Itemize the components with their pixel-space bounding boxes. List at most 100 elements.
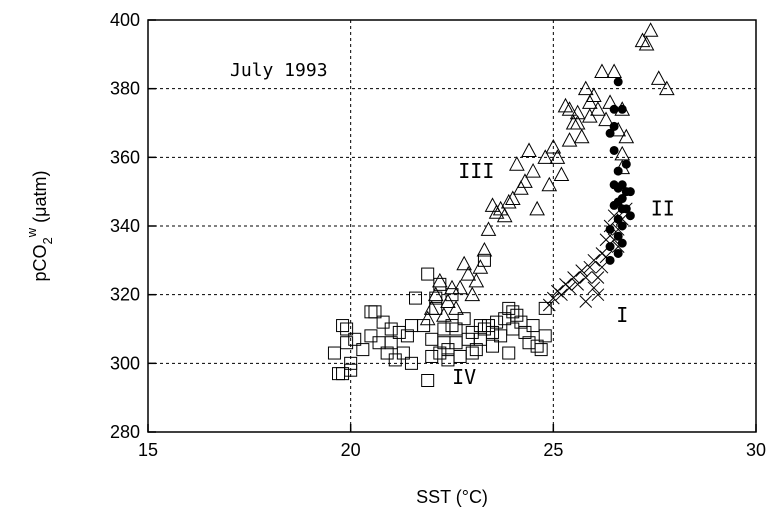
triangle-marker (569, 114, 586, 130)
triangle-marker (452, 279, 468, 295)
triangle-marker (509, 156, 525, 171)
triangle-marker (549, 149, 566, 164)
square-marker (409, 291, 423, 305)
square-marker (384, 322, 398, 336)
region-label: IV (452, 365, 476, 389)
cross-marker (546, 291, 560, 305)
triangle-marker (448, 300, 464, 315)
chart-title: July 1993 (230, 60, 328, 81)
triangle-marker (586, 87, 602, 103)
triangle-marker (423, 300, 440, 315)
square-marker (510, 308, 524, 322)
cross-marker (591, 288, 605, 302)
square-marker (425, 332, 439, 346)
grid-layer (148, 20, 756, 432)
triangle-marker (456, 255, 472, 271)
triangle-marker (472, 259, 489, 274)
square-marker (477, 322, 491, 336)
y-tick-label: 340 (110, 216, 140, 236)
square-marker (445, 319, 459, 333)
cross-marker (571, 278, 585, 291)
cross-marker (587, 253, 601, 267)
data-points (327, 22, 675, 387)
filled-circle-marker (609, 121, 619, 131)
square-marker (473, 319, 487, 333)
square-marker (380, 346, 394, 360)
square-marker (502, 346, 516, 360)
triangle-marker (642, 22, 659, 37)
triangle-marker (553, 166, 570, 181)
cross-marker (555, 288, 568, 302)
square-marker (340, 336, 354, 350)
y-axis-title: pCO2w (μatm) (24, 170, 55, 281)
y-axis-title-sub: 2 (40, 237, 55, 244)
square-marker (526, 319, 540, 333)
cross-marker (591, 271, 605, 284)
square-marker (392, 325, 406, 339)
region-label: I (616, 303, 628, 327)
y-axis-title-unit: (μatm) (30, 170, 50, 227)
triangle-marker (480, 221, 497, 236)
y-tick-label: 320 (110, 285, 140, 305)
y-tick-label: 400 (110, 10, 140, 30)
triangle-marker (598, 111, 614, 127)
triangle-marker (650, 70, 667, 85)
triangle-marker (577, 80, 594, 96)
square-marker (477, 253, 491, 267)
cross-marker (595, 260, 609, 274)
triangle-marker (581, 94, 598, 109)
square-marker (340, 322, 354, 336)
triangle-marker (594, 63, 610, 78)
square-marker (356, 343, 370, 357)
triangle-marker (517, 173, 533, 188)
filled-circle-marker (605, 224, 615, 234)
square-marker (522, 336, 536, 350)
square-marker (433, 346, 447, 360)
filled-circle-marker (609, 200, 619, 210)
square-marker (534, 343, 548, 357)
cross-marker (583, 260, 597, 274)
filled-circle-marker (609, 145, 619, 155)
triangle-marker (634, 32, 651, 48)
square-marker (421, 374, 435, 387)
filled-circle-marker (609, 180, 619, 190)
triangle-marker (468, 272, 485, 288)
square-marker (473, 332, 487, 346)
square-marker (441, 343, 455, 357)
x-tick-label: 15 (138, 440, 158, 460)
filled-circle-marker (621, 204, 631, 214)
square-marker (449, 322, 463, 336)
square-marker (486, 339, 500, 353)
triangle-marker (460, 266, 477, 281)
square-marker (481, 319, 495, 333)
square-marker (364, 329, 378, 343)
filled-circle-marker (613, 248, 623, 258)
square-marker (469, 343, 483, 357)
square-marker (336, 367, 350, 381)
triangle-marker (476, 241, 493, 257)
triangle-marker (436, 307, 452, 322)
square-marker (344, 363, 358, 377)
filled-circle-marker (605, 128, 615, 138)
filled-circle-marker (621, 159, 631, 169)
triangle-marker (521, 142, 537, 157)
square-marker (490, 315, 504, 329)
square-marker (332, 367, 346, 381)
triangle-marker (432, 272, 448, 288)
triangle-marker (525, 163, 541, 178)
square-marker (445, 288, 459, 302)
cross-marker (579, 295, 593, 308)
square-marker (327, 346, 341, 360)
filled-circle-marker (617, 238, 627, 248)
triangle-marker (569, 104, 586, 120)
y-tick-label: 360 (110, 147, 140, 167)
filled-circle-marker (605, 255, 615, 265)
cross-marker (587, 281, 601, 295)
x-tick-label: 25 (543, 440, 563, 460)
y-axis-title-base: pCO (30, 244, 50, 281)
triangle-marker (545, 138, 562, 154)
filled-circle-marker (613, 77, 623, 87)
triangle-marker (561, 132, 578, 147)
cross-marker (579, 271, 593, 284)
square-marker (437, 322, 451, 336)
